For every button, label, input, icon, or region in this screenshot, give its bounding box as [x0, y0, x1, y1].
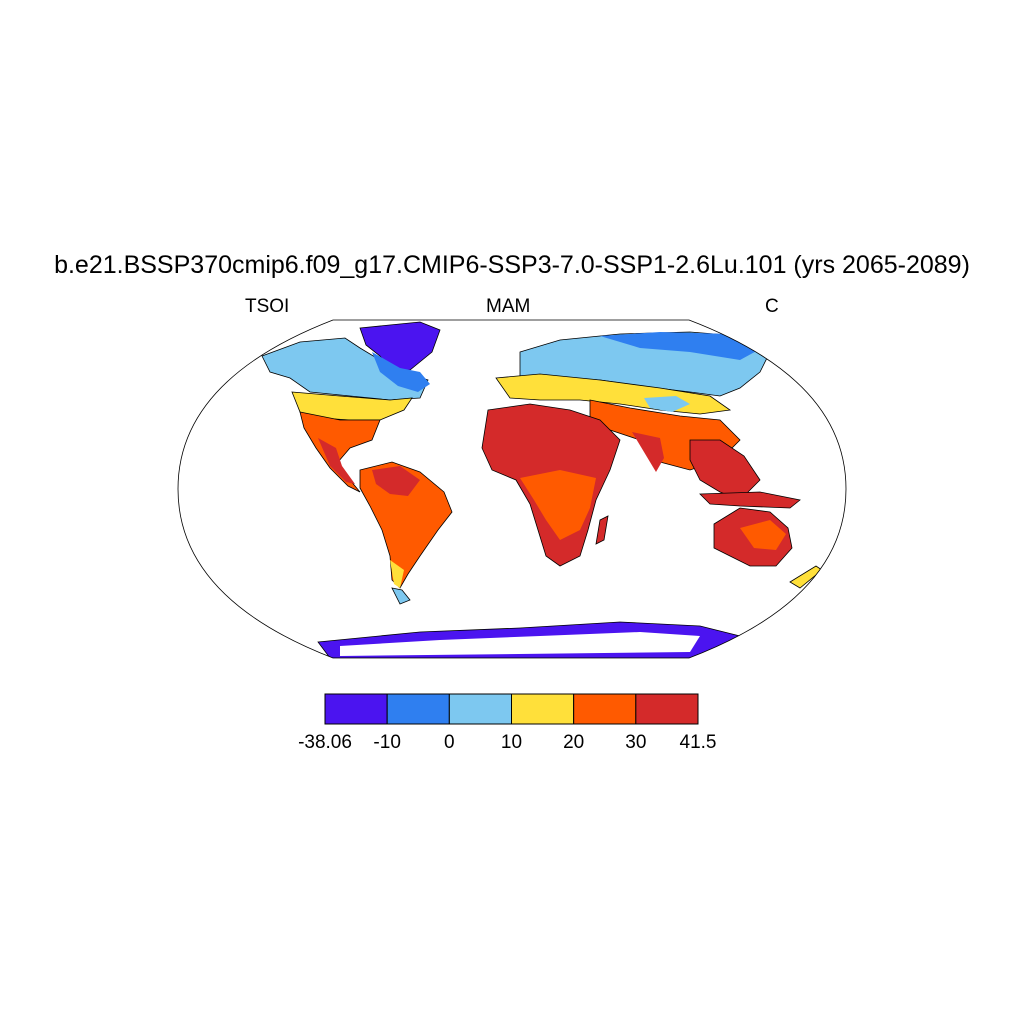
colorbar-tick-label: 10: [500, 732, 523, 753]
colorbar-swatch: [324, 693, 388, 725]
south-america-cold-region: [391, 587, 411, 605]
tibet-cold-region: [644, 396, 690, 412]
madagascar-region: [595, 515, 609, 545]
colorbar-tick-label: 0: [444, 732, 455, 753]
southeast-asia-region: [689, 439, 761, 501]
south-america-mild-region: [390, 560, 404, 588]
colorbar-tick-label: -38.06: [298, 732, 352, 753]
colorbar-swatch: [511, 693, 575, 725]
globe-outline: [177, 319, 847, 659]
new-zealand-region: [789, 565, 823, 589]
antarctica-interior: [340, 632, 700, 656]
australia-warm-region: [740, 520, 786, 550]
central-america-hot-region: [318, 438, 355, 484]
colorbar-tick-label: 20: [563, 732, 585, 753]
indonesia-region: [699, 491, 801, 509]
land-regions: [261, 321, 823, 658]
season-label: MAM: [486, 296, 531, 317]
colorbar-tick-label: 30: [625, 732, 647, 753]
units-label: C: [765, 296, 779, 317]
india-hot-region: [632, 432, 664, 472]
africa-warm-region: [520, 470, 596, 540]
colorbar-tick-label: -10: [373, 732, 401, 753]
colorbar-swatch: [386, 693, 450, 725]
south-america-warm-region: [359, 461, 453, 589]
siberia-cool-region: [600, 332, 762, 360]
south-america-hot-region: [372, 466, 420, 496]
plot-title: b.e21.BSSP370cmip6.f09_g17.CMIP6-SSP3-7.…: [54, 251, 970, 279]
colorbar-swatch: [635, 693, 699, 725]
north-america-cold-region: [261, 337, 429, 401]
north-america-cool-region: [372, 352, 430, 392]
colorbar-tick-label: 41.5: [679, 732, 717, 753]
variable-label: TSOI: [245, 296, 290, 317]
colorbar-swatch: [573, 693, 637, 725]
colorbar: [324, 693, 699, 725]
colorbar-swatch: [448, 693, 513, 725]
